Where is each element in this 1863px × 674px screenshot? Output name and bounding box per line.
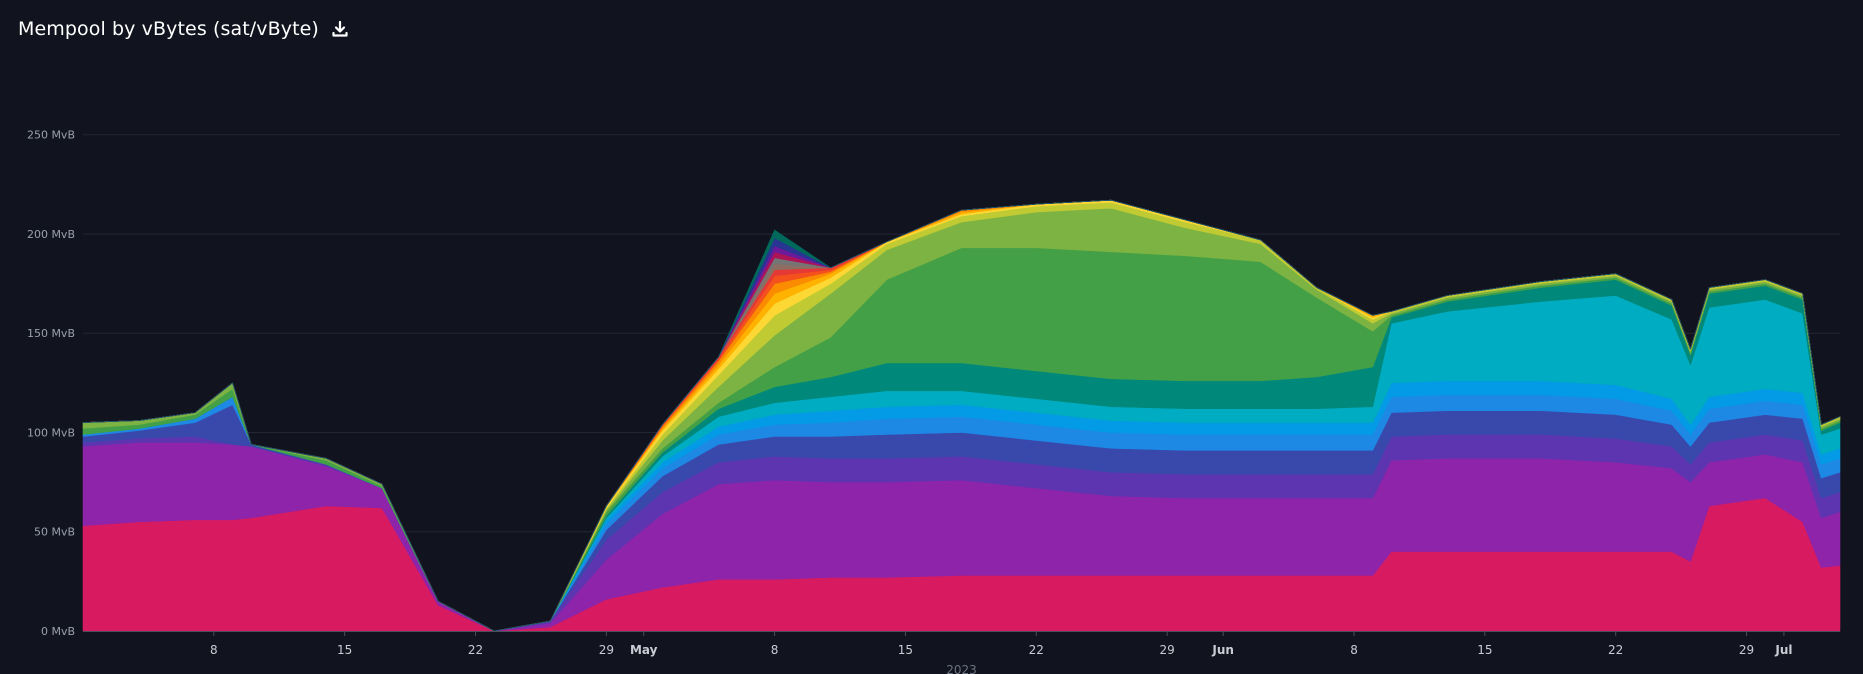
- x-tick-label: 29: [599, 643, 614, 657]
- x-tick-label: May: [630, 643, 658, 657]
- y-tick-label: 200 MvB: [27, 228, 75, 241]
- y-tick-label: 100 MvB: [27, 426, 75, 439]
- x-tick-label: 29: [1159, 643, 1174, 657]
- chart-title: Mempool by vBytes (sat/vByte): [18, 18, 319, 40]
- x-tick-label: 15: [1477, 643, 1492, 657]
- x-tick-label: 15: [337, 643, 352, 657]
- x-tick-label: 8: [771, 643, 779, 657]
- chart-header: Mempool by vBytes (sat/vByte): [18, 14, 349, 44]
- x-tick-label: Jun: [1211, 643, 1234, 657]
- x-tick-label: 29: [1739, 643, 1754, 657]
- y-tick-label: 0 MvB: [41, 625, 75, 638]
- y-tick-label: 50 MvB: [34, 526, 75, 539]
- x-tick-label: 8: [1350, 643, 1358, 657]
- series-area: [82, 199, 1841, 632]
- x-tick-label: 15: [898, 643, 913, 657]
- y-tick-label: 250 MvB: [27, 129, 75, 142]
- download-icon[interactable]: [331, 20, 349, 38]
- x-tick-label: 22: [1608, 643, 1623, 657]
- x-tick-label: 22: [1029, 643, 1044, 657]
- x-tick-label: Jul: [1774, 643, 1792, 657]
- y-tick-label: 150 MvB: [27, 327, 75, 340]
- x-axis-label: 2023: [946, 663, 977, 674]
- x-tick-label: 22: [468, 643, 483, 657]
- x-tick-label: 8: [210, 643, 218, 657]
